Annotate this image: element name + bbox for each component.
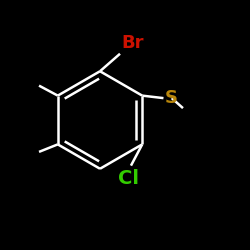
- Text: Br: Br: [121, 34, 144, 52]
- Text: Cl: Cl: [118, 170, 139, 188]
- Text: S: S: [165, 89, 178, 107]
